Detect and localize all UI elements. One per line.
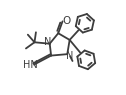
- Text: N: N: [44, 37, 51, 47]
- Text: N: N: [66, 51, 74, 61]
- Text: HN: HN: [23, 60, 37, 70]
- Text: O: O: [62, 16, 70, 26]
